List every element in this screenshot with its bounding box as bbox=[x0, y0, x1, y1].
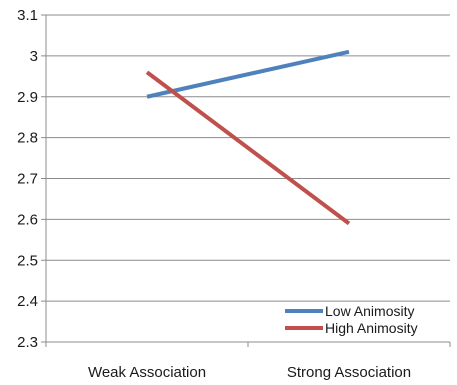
x-tick-labels: Weak Association Strong Association bbox=[88, 364, 411, 381]
series-line-low-animosity bbox=[146, 49, 350, 99]
y-tick-label: 2.9 bbox=[17, 89, 38, 106]
y-tick-labels: 2.3 2.4 2.5 2.6 2.7 2.8 2.9 3 3.1 bbox=[17, 7, 38, 351]
axes bbox=[41, 14, 451, 347]
y-tick-label: 2.4 bbox=[17, 293, 38, 310]
legend-label: Low Animosity bbox=[325, 303, 414, 319]
y-tick-label: 3 bbox=[30, 48, 38, 65]
gridlines bbox=[46, 14, 450, 302]
series-line-high-animosity bbox=[145, 70, 351, 226]
series-lines bbox=[145, 49, 351, 226]
y-tick-label: 3.1 bbox=[17, 7, 38, 24]
y-tick-label: 2.8 bbox=[17, 130, 38, 147]
legend-label: High Animosity bbox=[325, 320, 418, 336]
x-tick-label: Strong Association bbox=[287, 364, 411, 381]
x-tick-label: Weak Association bbox=[88, 364, 206, 381]
y-tick-label: 2.7 bbox=[17, 171, 38, 188]
y-tick-label: 2.5 bbox=[17, 252, 38, 269]
y-tick-label: 2.6 bbox=[17, 211, 38, 228]
y-tick-label: 2.3 bbox=[17, 334, 38, 351]
